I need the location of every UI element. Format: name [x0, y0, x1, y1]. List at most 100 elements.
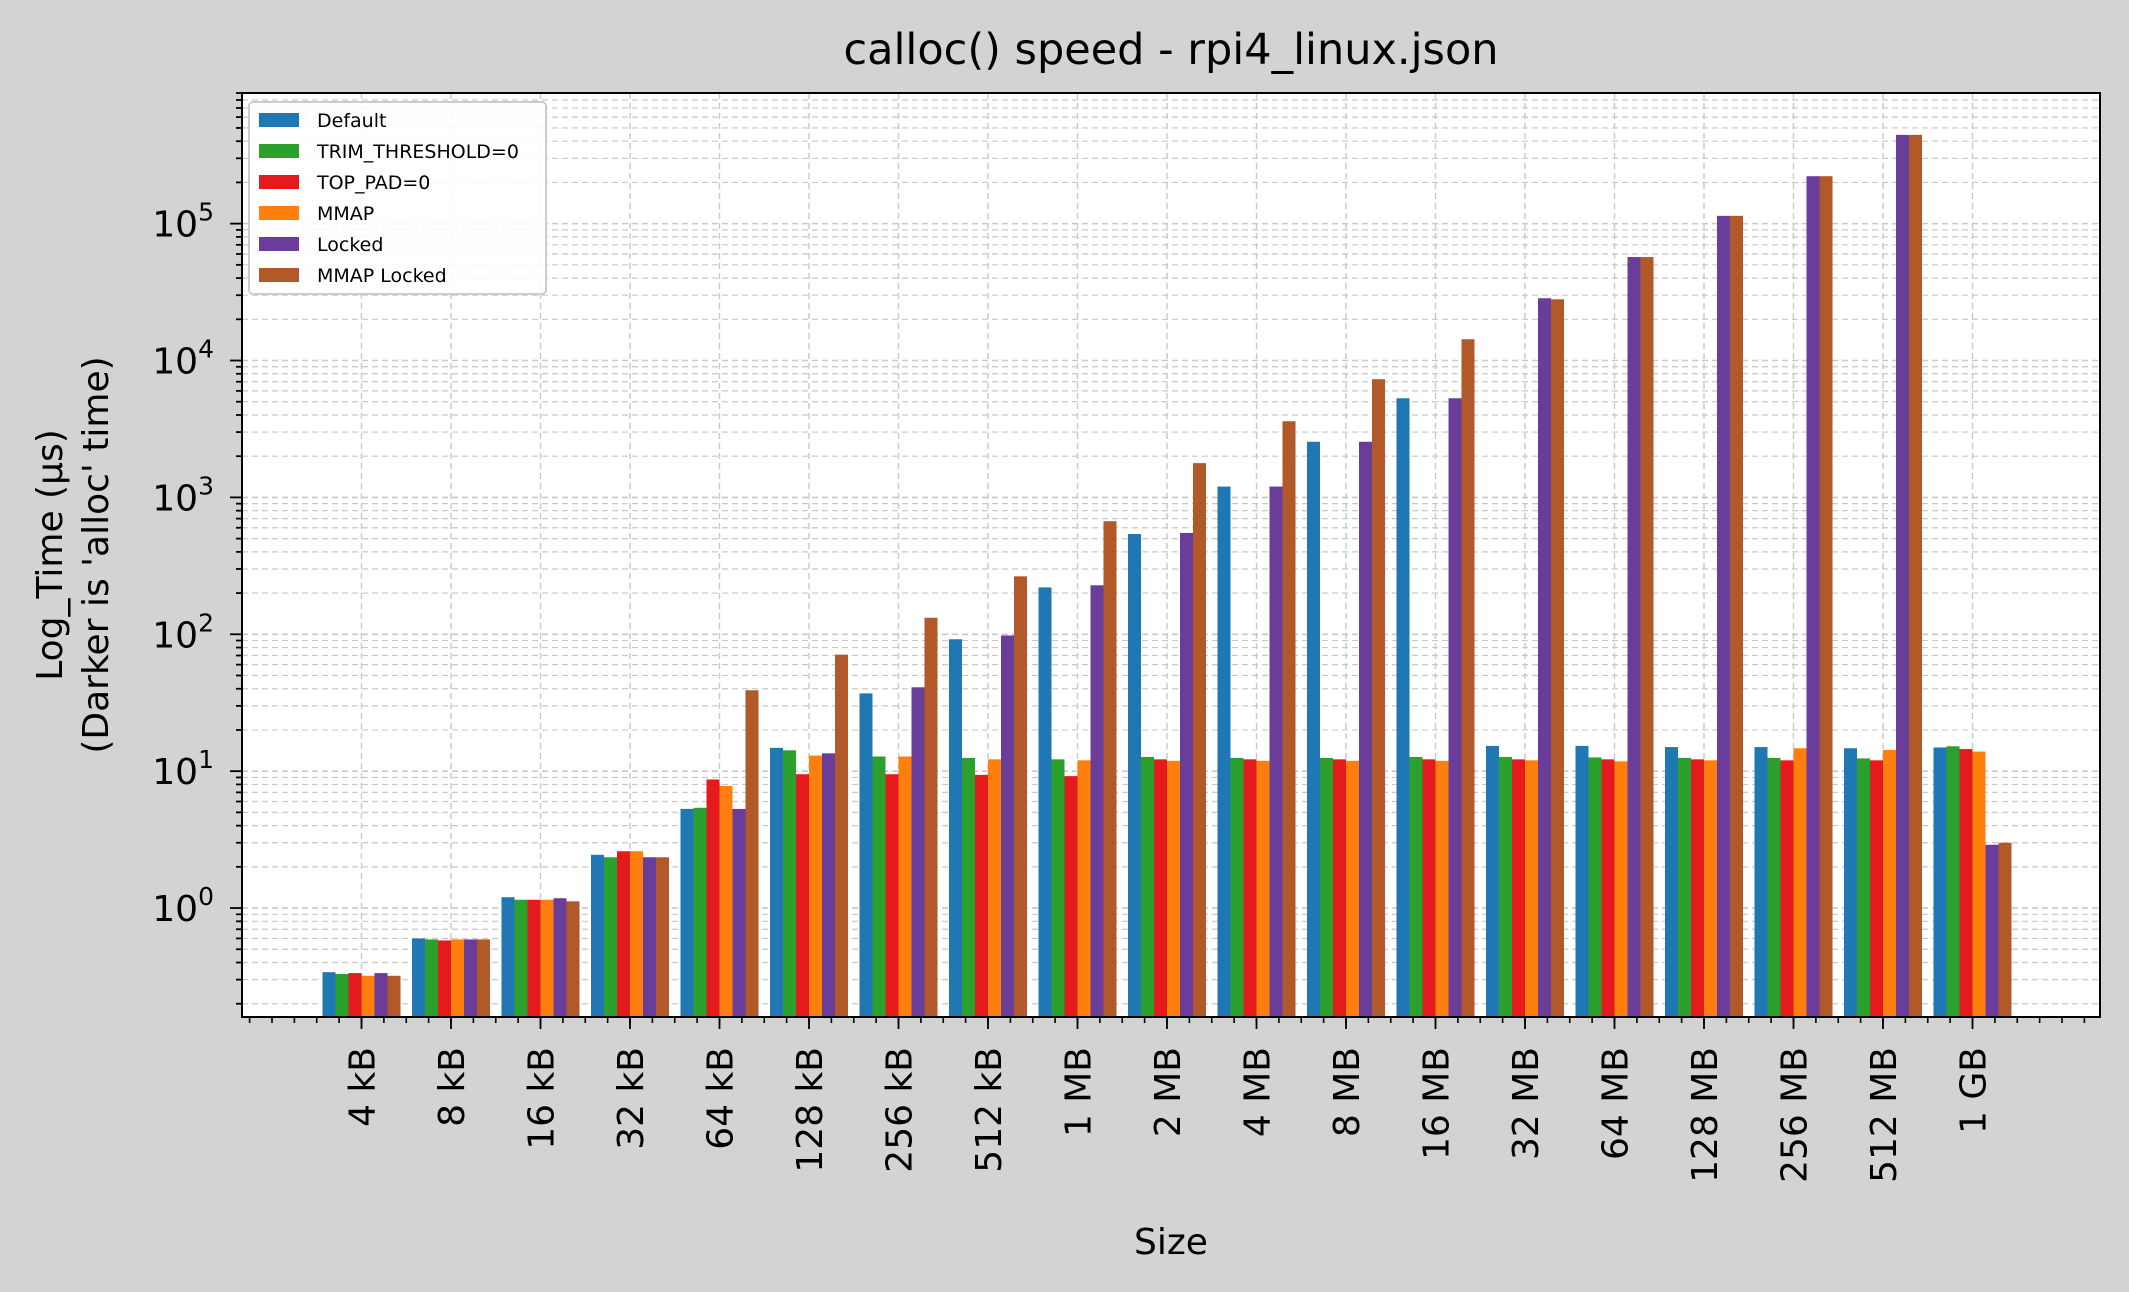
bar: [527, 899, 541, 1017]
bar: [1499, 756, 1512, 1017]
bar: [1588, 757, 1602, 1017]
bar: [1180, 532, 1193, 1017]
bar: [835, 654, 848, 1017]
bar: [425, 939, 438, 1017]
bar: [822, 753, 835, 1017]
bar: [1128, 534, 1141, 1017]
y-axis-label-line1: Log_Time (µs): [30, 429, 71, 681]
bar: [1883, 749, 1896, 1017]
x-tick-label: 128 MB: [1685, 1047, 1726, 1183]
x-tick-label: 256 MB: [1775, 1047, 1816, 1183]
y-tick-exponent: 4: [198, 335, 214, 364]
bar: [1141, 756, 1154, 1017]
bar: [680, 808, 694, 1017]
legend-label: MMAP Locked: [317, 265, 447, 287]
bar: [643, 857, 656, 1017]
bar: [962, 757, 975, 1017]
bar: [1819, 176, 1833, 1018]
bar: [1933, 747, 1947, 1017]
bar: [540, 899, 554, 1017]
bar: [1435, 760, 1449, 1017]
y-tick-base: 10: [152, 752, 198, 793]
legend-swatch: [259, 237, 299, 251]
bar: [770, 747, 783, 1017]
bar: [1754, 747, 1768, 1017]
bar: [898, 756, 912, 1017]
y-axis-label-line2: (Darker is 'alloc' time): [76, 356, 117, 753]
bar: [591, 854, 604, 1017]
bar: [1896, 134, 1909, 1017]
legend-swatch: [259, 175, 299, 189]
bar: [1064, 776, 1078, 1017]
y-tick-label: 103: [152, 471, 214, 519]
bar: [361, 975, 375, 1017]
bar: [374, 973, 388, 1017]
bar: [1243, 759, 1257, 1017]
bar: [1167, 760, 1180, 1017]
x-tick-label: 256 kB: [880, 1047, 921, 1173]
bar: [1627, 257, 1641, 1017]
bar: [604, 857, 617, 1017]
x-tick-label: 512 kB: [969, 1047, 1010, 1173]
y-tick-base: 10: [152, 478, 198, 519]
legend: Default TRIM_THRESHOLD=0 TOP_PAD=0 MMAP Lock…: [248, 101, 547, 295]
bar: [656, 857, 669, 1017]
bar: [1396, 398, 1410, 1018]
x-tick-label: 8 MB: [1327, 1047, 1368, 1137]
x-tick-label: 64 MB: [1596, 1047, 1637, 1160]
y-tick-exponent: 1: [198, 745, 214, 774]
x-tick-label: 1 GB: [1954, 1047, 1995, 1134]
bar: [1256, 760, 1270, 1017]
bar: [975, 774, 988, 1017]
bar: [719, 785, 733, 1017]
bar: [451, 939, 464, 1017]
bar: [322, 972, 336, 1017]
x-tick-label: 32 MB: [1506, 1047, 1547, 1160]
bar: [1001, 635, 1014, 1017]
y-tick-base: 10: [152, 342, 198, 383]
x-axis: 4 kB 8 kB 16 kB 32 kB 64 kB 128 kB 256 kB 512 k…: [248, 1017, 2086, 1183]
bars: [322, 134, 2012, 1018]
bar: [1461, 339, 1475, 1017]
bar: [1077, 760, 1091, 1017]
x-tick-label: 32 kB: [611, 1047, 652, 1150]
bar: [1282, 421, 1296, 1018]
bar: [477, 939, 490, 1017]
bar: [1154, 759, 1167, 1017]
bar: [464, 939, 477, 1017]
x-tick-label: 2 MB: [1148, 1047, 1189, 1137]
bar: [1806, 176, 1820, 1018]
bar: [1793, 748, 1807, 1017]
bar: [949, 639, 962, 1017]
bar: [1103, 521, 1117, 1017]
bar: [872, 756, 886, 1017]
legend-label: TOP_PAD=0: [316, 172, 430, 194]
y-tick-label: 105: [152, 198, 214, 246]
bar: [745, 690, 759, 1017]
bar: [1512, 759, 1525, 1017]
bar: [1998, 842, 2012, 1017]
bar: [1090, 585, 1104, 1017]
y-tick-label: 101: [152, 745, 214, 793]
bar: [617, 851, 630, 1017]
bar: [1717, 215, 1730, 1018]
y-tick-base: 10: [152, 889, 198, 930]
bar: [1448, 398, 1462, 1018]
bar: [501, 897, 515, 1017]
bar: [1704, 760, 1717, 1017]
x-tick-label: 16 MB: [1417, 1047, 1458, 1160]
bar: [1320, 757, 1333, 1017]
bar: [1486, 745, 1499, 1017]
bar: [1614, 761, 1628, 1017]
x-tick-label: 128 kB: [790, 1047, 831, 1173]
bar: [1730, 215, 1743, 1018]
bar: [1678, 757, 1691, 1017]
legend-swatch: [259, 113, 299, 127]
bar: [1575, 745, 1589, 1017]
bar: [1640, 257, 1654, 1017]
bar: [1422, 759, 1436, 1017]
x-tick-label: 1 MB: [1059, 1047, 1100, 1137]
bar: [1870, 760, 1883, 1017]
legend-swatch: [259, 206, 299, 220]
